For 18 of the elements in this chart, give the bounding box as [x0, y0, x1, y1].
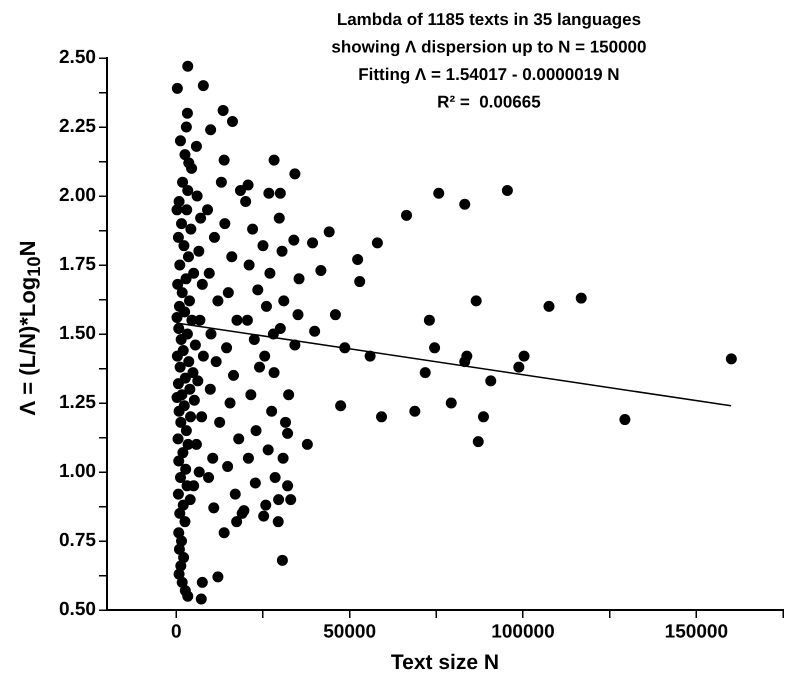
chart-subtitle: showing Λ dispersion up to N = 150000: [331, 38, 646, 57]
x-tick-label: 50000: [323, 622, 376, 643]
y-tick-label: 0.50: [58, 599, 96, 620]
annotation: R² = 0.00665: [437, 92, 541, 112]
x-tick-label: 0: [171, 622, 182, 643]
annotation: Fitting Λ = 1.54017 - 0.0000019 N: [358, 65, 620, 84]
y-tick-label: 2.00: [58, 185, 96, 206]
y-tick-label: 1.50: [58, 323, 96, 344]
y-tick-label: 2.25: [58, 116, 96, 138]
x-tick-label: 150000: [664, 622, 728, 643]
y-tick-label: 1.75: [58, 254, 96, 276]
x-tick-label: 100000: [491, 622, 555, 643]
y-tick-label: 0.75: [58, 530, 96, 552]
x-axis-title: Text size N: [390, 651, 500, 674]
y-tick-label: 2.50: [58, 47, 96, 68]
y-tick-label: 1.25: [58, 392, 96, 414]
y-tick-label: 1.00: [58, 461, 96, 482]
chart-title: Lambda of 1185 texts in 35 languages: [336, 10, 642, 30]
